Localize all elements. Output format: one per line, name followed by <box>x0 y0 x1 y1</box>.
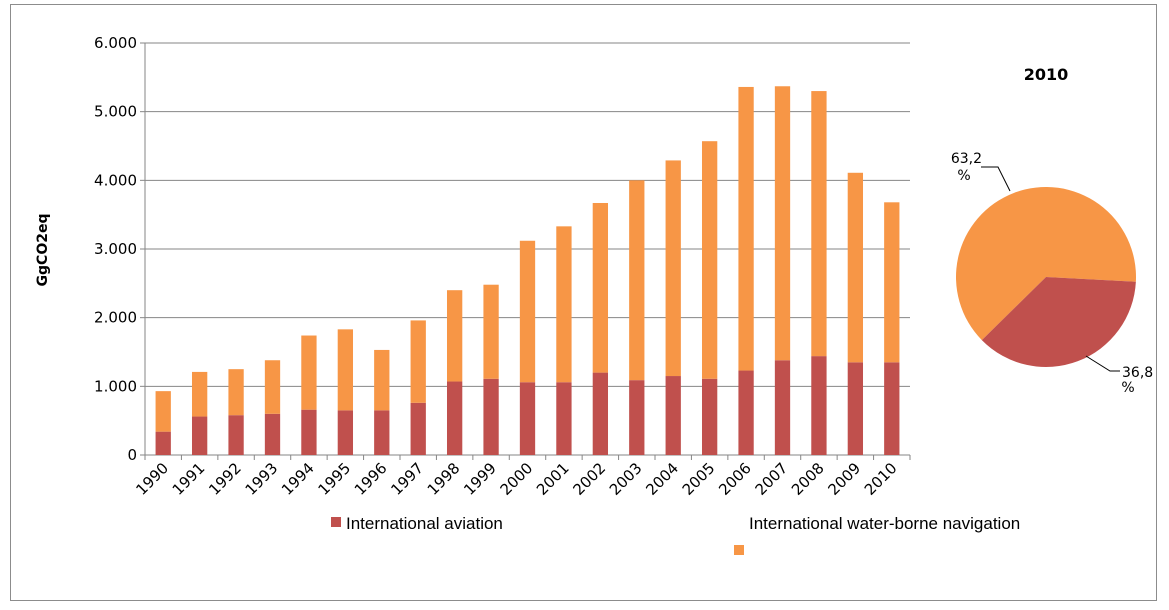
legend-swatch-waterborne <box>734 545 744 555</box>
bar-aviation <box>191 416 208 455</box>
x-tick-label: 1994 <box>278 459 318 499</box>
x-tick-label: 1992 <box>205 459 245 499</box>
bar-aviation <box>774 360 791 455</box>
pie-label-waterborne-value: 63,2 <box>951 151 982 167</box>
x-tick-label: 2007 <box>752 459 792 499</box>
bars <box>155 86 900 455</box>
leader-line-aviation <box>1085 355 1120 372</box>
bar-waterborne <box>884 202 900 363</box>
legend: International aviation International wat… <box>331 514 1020 555</box>
bar-waterborne <box>155 391 171 432</box>
x-tick-label: 2005 <box>679 459 719 499</box>
bar-waterborne <box>847 172 864 363</box>
bar-aviation <box>592 372 609 455</box>
y-ticks: 0 1.000 2.000 3.000 4.000 5.000 6.000 <box>94 34 137 464</box>
bar-waterborne <box>811 91 827 357</box>
legend-swatch-aviation <box>331 517 341 527</box>
y-tick-label: 1.000 <box>94 377 137 395</box>
x-tick-label: 1999 <box>460 459 500 499</box>
bar-waterborne <box>446 290 463 382</box>
pie-label-aviation-unit: % <box>1121 380 1134 396</box>
bar-waterborne <box>374 349 390 411</box>
x-tick-label: 1998 <box>424 459 464 499</box>
y-tick-label: 5.000 <box>94 103 137 121</box>
bar-waterborne <box>774 86 791 361</box>
legend-label-waterborne: International water-borne navigation <box>749 514 1020 533</box>
bar-aviation <box>556 382 572 455</box>
bar-waterborne <box>228 369 244 416</box>
bar-aviation <box>665 376 681 455</box>
pie-label-waterborne-unit: % <box>957 168 970 184</box>
leader-line-waterborne <box>981 166 1011 192</box>
bar-waterborne <box>665 160 681 377</box>
y-tick-label: 4.000 <box>94 171 137 189</box>
x-tick-label: 2004 <box>642 459 682 499</box>
x-tick-label: 2008 <box>788 459 828 499</box>
x-tick-label: 2000 <box>497 459 537 499</box>
x-tick-label: 1997 <box>387 459 427 499</box>
bar-aviation <box>847 362 864 455</box>
x-tick-label: 1993 <box>242 459 282 499</box>
bar-waterborne <box>301 335 317 410</box>
bar-waterborne <box>556 226 572 383</box>
bar-waterborne <box>592 202 609 373</box>
x-tick-label: 1995 <box>314 459 354 499</box>
pie-label-aviation-value: 36,8 <box>1122 365 1153 381</box>
x-tick-label: 2006 <box>715 459 755 499</box>
bar-aviation <box>701 378 718 455</box>
y-tick-label: 3.000 <box>94 240 137 258</box>
pie-slice-waterborne <box>956 187 1136 341</box>
x-tick-label: 1996 <box>351 459 391 499</box>
bar-aviation <box>264 413 281 455</box>
x-tick-label: 1991 <box>169 459 209 499</box>
pie-title: 2010 <box>1024 65 1069 84</box>
bar-waterborne <box>629 180 645 381</box>
y-tick-label: 2.000 <box>94 309 137 327</box>
bar-aviation <box>738 370 754 455</box>
bar-aviation <box>629 380 645 455</box>
bar-waterborne <box>337 329 354 411</box>
bar-aviation <box>228 415 244 455</box>
x-tick-label: 1990 <box>132 459 172 499</box>
bar-aviation <box>884 362 900 455</box>
x-tick-label: 2010 <box>861 459 901 499</box>
bar-aviation <box>155 431 171 455</box>
bar-aviation <box>811 356 827 455</box>
bar-aviation <box>374 410 390 455</box>
legend-label-aviation: International aviation <box>346 514 503 533</box>
pie-slice-aviation <box>981 277 1136 368</box>
bar-waterborne <box>483 284 499 379</box>
y-axis-label: GgCO2eq <box>35 214 51 287</box>
y-tick-label: 0 <box>127 446 137 464</box>
x-tick-label: 2009 <box>824 459 864 499</box>
bar-aviation <box>483 378 499 455</box>
bar-waterborne <box>701 141 718 379</box>
y-tick-label: 6.000 <box>94 34 137 52</box>
x-tick-label: 2002 <box>569 459 609 499</box>
bar-aviation <box>301 409 317 455</box>
x-tick-label: 2001 <box>533 459 573 499</box>
pie-chart: 2010 63,2 % 36,8 % <box>951 65 1153 396</box>
chart-frame <box>10 4 1157 601</box>
bar-waterborne <box>264 360 281 414</box>
bar-waterborne <box>191 371 208 417</box>
bar-waterborne <box>738 86 754 371</box>
x-tick-label: 2003 <box>606 459 646 499</box>
bar-aviation <box>337 410 354 455</box>
bar-aviation <box>519 382 536 455</box>
bar-aviation <box>446 381 463 455</box>
x-ticks: 1990199119921993199419951996199719981999… <box>132 459 900 499</box>
bar-aviation <box>410 402 426 455</box>
bar-waterborne <box>519 240 536 383</box>
bar-waterborne <box>410 320 426 403</box>
